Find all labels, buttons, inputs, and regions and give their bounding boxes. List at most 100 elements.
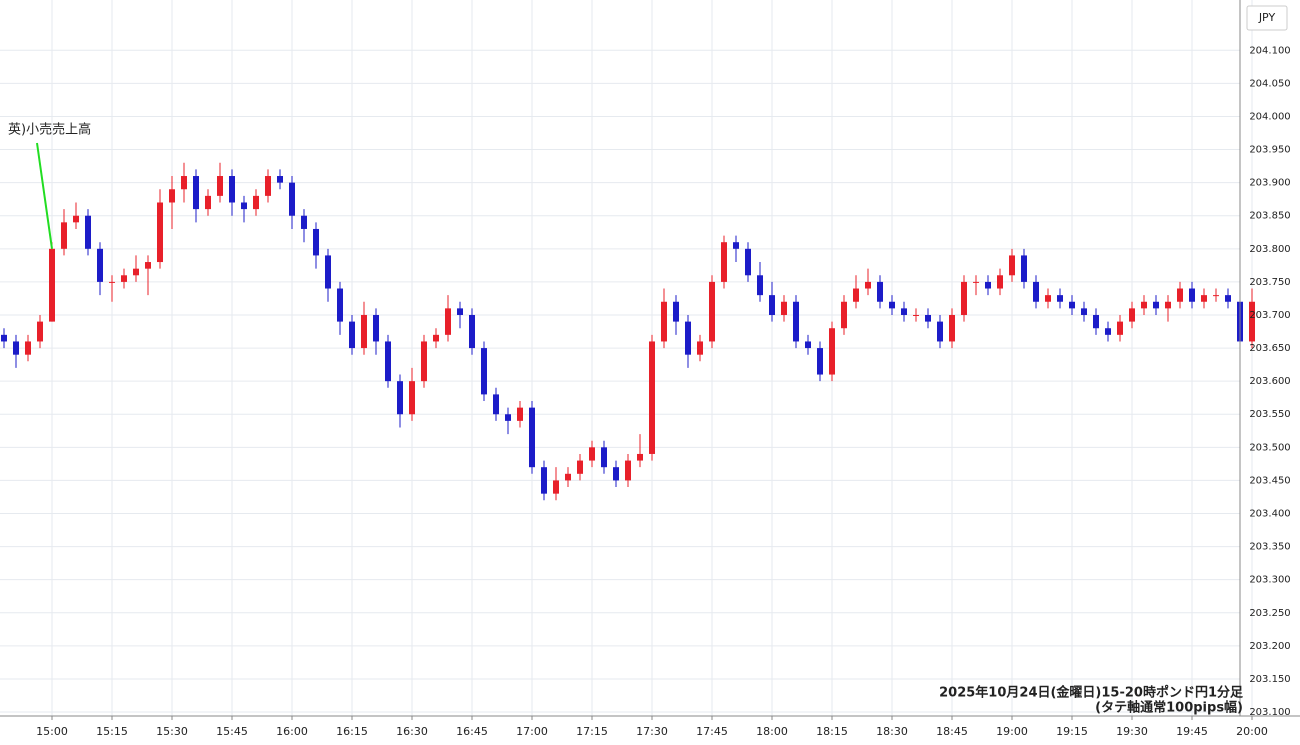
candle-body [889,301,895,309]
y-tick-label: 203.650 [1249,343,1290,354]
x-tick-label: 17:45 [696,725,728,738]
candle-body [337,288,343,322]
y-tick-label: 204.000 [1249,111,1290,122]
candle-body [409,381,415,415]
candles [1,162,1255,501]
y-tick-label: 203.200 [1249,641,1290,652]
candle-body [685,321,691,355]
candle-body [937,321,943,342]
annotation: 英)小売売上高 [8,122,91,138]
candle-body [865,281,871,289]
candle-body [769,295,775,315]
y-tick-label: 203.550 [1249,409,1290,420]
candle-body [109,281,115,283]
candle-body [241,202,247,210]
candle-body [121,275,127,282]
candle-body [1189,288,1195,302]
candle-body [901,308,907,315]
candle-body [1057,295,1063,302]
candle-body [505,414,511,421]
candle-body [961,281,967,315]
y-tick-label: 203.750 [1249,277,1290,288]
candle-body [457,308,463,315]
y-tick-label: 204.100 [1249,45,1290,56]
candle-body [49,248,55,322]
candle-body [493,394,499,415]
candle-body [1,334,7,342]
candle-body [157,202,163,263]
candle-body [1213,295,1219,297]
grid [0,0,1253,716]
candle-body [577,460,583,474]
candle-body [565,473,571,481]
caption: (タテ軸通常100pips幅) [1095,700,1243,716]
y-tick-label: 203.250 [1249,608,1290,619]
candle-body [169,189,175,203]
candle-body [217,176,223,196]
candle-body [949,314,955,342]
candle-body [445,308,451,335]
candle-body [757,275,763,296]
candle-body [997,275,1003,289]
candle-body [397,381,403,415]
candle-body [1165,301,1171,309]
candle-body [709,281,715,342]
candle-body [349,321,355,349]
candle-body [697,341,703,355]
x-tick-label: 18:00 [756,725,788,738]
candle-body [805,341,811,349]
candle-body [721,242,727,282]
x-tick-label: 15:45 [216,725,248,738]
x-tick-label: 19:00 [996,725,1028,738]
candle-body [589,447,595,461]
currency-box [1246,5,1288,31]
candle-body [1177,288,1183,302]
x-tick-label: 17:00 [516,725,548,738]
candle-body [1045,295,1051,302]
y-tick-label: 203.400 [1249,509,1290,520]
candle-body [73,215,79,223]
x-tick-label: 17:15 [576,725,608,738]
candle-body [1081,308,1087,315]
x-tick-label: 19:30 [1116,725,1148,738]
candle-body [181,176,187,190]
candle-body [841,301,847,329]
candle-body [385,341,391,382]
candle-body [469,314,475,349]
candle-body [853,288,859,302]
candle-body [313,228,319,256]
candle-body [133,268,139,276]
candle-body [1249,301,1255,342]
candle-body [325,255,331,289]
candle-body [985,281,991,289]
candle-body [733,242,739,249]
candle-body [829,328,835,375]
y-tick-label: 203.850 [1249,211,1290,222]
x-tick-label: 19:15 [1056,725,1088,738]
y-tick-label: 203.150 [1249,674,1290,685]
candle-body [661,301,667,342]
candle-body [289,182,295,216]
candle-body [745,248,751,276]
x-tick-label: 18:30 [876,725,908,738]
candle-body [1105,328,1111,335]
annotation-pointer [36,142,53,249]
candle-body [145,262,151,269]
candle-body [97,248,103,282]
x-tick-label: 16:00 [276,725,308,738]
candle-body [37,321,43,342]
candle-body [625,460,631,481]
y-tick-label: 203.350 [1249,542,1290,553]
y-tick-label: 203.700 [1249,310,1290,321]
y-tick-label: 203.900 [1249,178,1290,189]
x-tick-label: 16:30 [396,725,428,738]
currency-label: JPY [1258,11,1276,24]
candle-body [301,215,307,229]
x-tick-label: 18:15 [816,725,848,738]
candle-body [433,334,439,342]
candle-body [61,222,67,249]
candle-body [637,453,643,461]
y-tick-label: 203.100 [1249,707,1290,718]
y-tick-label: 203.450 [1249,475,1290,486]
